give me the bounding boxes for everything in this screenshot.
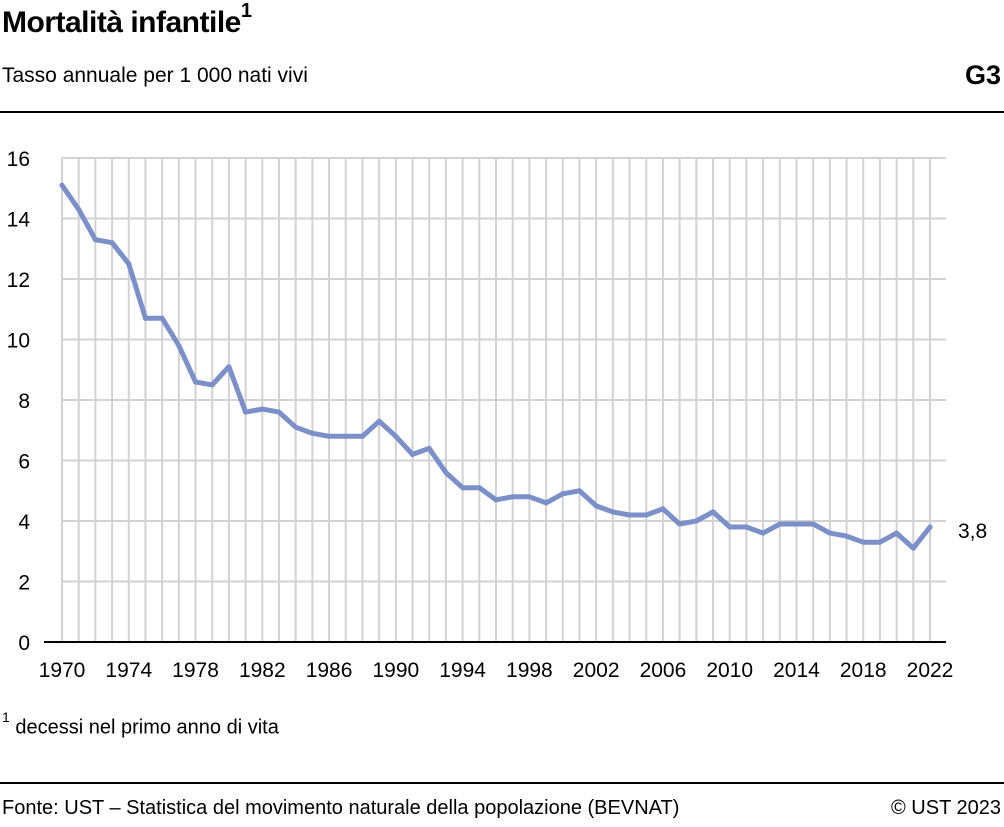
x-tick-label: 2022	[907, 659, 954, 682]
x-tick-label: 1990	[372, 659, 419, 682]
grid-lines	[44, 157, 946, 643]
copyright: © UST 2023	[891, 797, 1001, 819]
footnote-text: decessi nel primo anno di vita	[15, 716, 279, 739]
data-point	[460, 485, 466, 491]
data-point	[493, 497, 499, 503]
data-point	[844, 533, 850, 539]
chart-title: Mortalità infantile1	[2, 0, 252, 40]
data-point	[743, 524, 749, 530]
x-tick-label: 1978	[172, 659, 219, 682]
data-point	[226, 364, 232, 370]
x-tick-label: 2006	[640, 659, 687, 682]
data-point	[126, 261, 132, 267]
y-axis-ticks: 0 2 4 6 8 10 12 14 16	[7, 148, 31, 655]
data-point	[860, 539, 866, 545]
x-tick-label: 2018	[840, 659, 887, 682]
title-footnote-mark: 1	[240, 0, 252, 22]
graphic-code: G3	[964, 60, 1001, 90]
y-tick-label: 8	[18, 390, 30, 413]
data-point	[193, 379, 199, 385]
data-point	[276, 409, 282, 415]
data-point	[376, 418, 382, 424]
data-point	[877, 539, 883, 545]
data-point	[476, 485, 482, 491]
data-point	[309, 430, 315, 436]
y-tick-label: 10	[7, 330, 30, 353]
chart-title-text: Mortalità infantile	[2, 6, 241, 39]
x-tick-label: 1998	[506, 659, 553, 682]
data-point	[176, 343, 182, 349]
y-tick-label: 2	[18, 572, 30, 595]
data-point	[76, 206, 82, 212]
y-tick-label: 12	[7, 269, 30, 292]
data-point	[810, 521, 816, 527]
data-point	[510, 494, 516, 500]
footer-rule	[0, 782, 1004, 784]
last-value-label: 3,8	[958, 520, 987, 543]
x-tick-label: 2002	[573, 659, 620, 682]
x-tick-label: 1970	[39, 659, 86, 682]
data-point	[894, 530, 900, 536]
data-point	[109, 240, 115, 246]
data-point	[760, 530, 766, 536]
data-point	[343, 433, 349, 439]
data-point	[243, 409, 249, 415]
data-point	[92, 237, 98, 243]
y-tick-label: 14	[7, 209, 31, 232]
data-point	[643, 512, 649, 518]
header-rule	[0, 111, 1004, 113]
data-point	[259, 406, 265, 412]
y-tick-label: 6	[18, 451, 30, 474]
data-point	[677, 521, 683, 527]
data-point	[593, 503, 599, 509]
series-points	[59, 182, 933, 551]
x-axis-ticks: 1970 1974 1978 1982 1986 1990 1994 1998 2002 2006…	[39, 659, 954, 682]
x-tick-label: 1986	[306, 659, 353, 682]
data-point	[710, 509, 716, 515]
data-point	[293, 424, 299, 430]
y-tick-label: 0	[18, 632, 30, 655]
x-tick-label: 1994	[439, 659, 486, 682]
x-tick-label: 1982	[239, 659, 286, 682]
y-tick-label: 4	[18, 511, 30, 534]
data-point	[693, 518, 699, 524]
y-tick-label: 16	[7, 148, 30, 171]
data-point	[910, 545, 916, 551]
x-tick-label: 2014	[773, 659, 820, 682]
data-point	[627, 512, 633, 518]
data-point	[326, 433, 332, 439]
data-point	[827, 530, 833, 536]
chart-subtitle: Tasso annuale per 1 000 nati vivi	[2, 64, 308, 87]
data-point	[727, 524, 733, 530]
data-point	[59, 182, 65, 188]
data-point	[560, 491, 566, 497]
data-point	[610, 509, 616, 515]
data-point	[526, 494, 532, 500]
footnote: 1 decessi nel primo anno di vita	[2, 709, 279, 740]
data-point	[660, 506, 666, 512]
data-point	[393, 433, 399, 439]
x-tick-label: 1974	[105, 659, 152, 682]
data-point	[426, 445, 432, 451]
data-point	[793, 521, 799, 527]
data-point	[410, 451, 416, 457]
footnote-mark: 1	[2, 709, 10, 725]
x-tick-label: 2010	[706, 659, 753, 682]
data-point	[159, 315, 165, 321]
data-point	[777, 521, 783, 527]
data-point	[543, 500, 549, 506]
data-point	[209, 382, 215, 388]
data-point	[576, 488, 582, 494]
data-point	[443, 470, 449, 476]
data-point	[142, 315, 148, 321]
data-point	[359, 433, 365, 439]
source-note: Fonte: UST – Statistica del movimento na…	[2, 797, 680, 819]
data-point	[927, 524, 933, 530]
